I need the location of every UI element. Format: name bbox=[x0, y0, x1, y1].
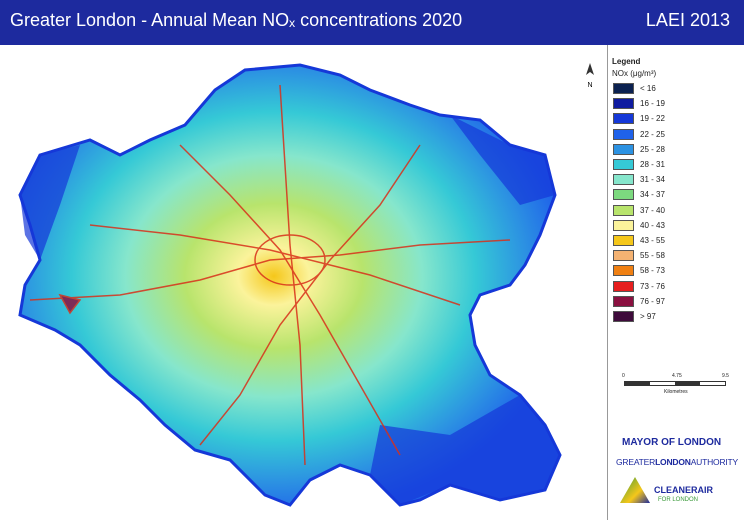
north-arrow: N bbox=[586, 63, 594, 89]
legend-label: 73 - 76 bbox=[640, 281, 665, 291]
north-label: N bbox=[587, 82, 592, 89]
legend-swatch bbox=[613, 295, 634, 307]
clean-air-icon bbox=[620, 477, 650, 503]
legend-label: 31 - 34 bbox=[640, 175, 665, 185]
legend-swatch bbox=[613, 219, 634, 231]
scale-tick: 4.75 bbox=[672, 373, 682, 379]
legend-label: > 97 bbox=[640, 312, 656, 321]
outer-zone bbox=[20, 115, 560, 505]
clean-air-logo: CLEANERAIR bbox=[654, 485, 714, 495]
legend-label: 40 - 43 bbox=[640, 220, 665, 230]
title: Greater London - Annual Mean NOₓ concent… bbox=[10, 10, 463, 30]
legend-swatch bbox=[613, 143, 634, 155]
legend-swatch bbox=[613, 250, 634, 262]
legend-label: 25 - 28 bbox=[640, 144, 665, 154]
roads bbox=[29, 84, 511, 466]
legend-label: 28 - 31 bbox=[640, 160, 665, 169]
gla-word: LONDON bbox=[655, 457, 691, 467]
header-right: LAEI 2013 bbox=[645, 10, 730, 30]
legend-label: 22 - 25 bbox=[640, 129, 665, 139]
legend-unit: NOx (μg/m³) bbox=[612, 69, 657, 78]
scale-bar bbox=[624, 381, 726, 386]
legend-label: 16 - 19 bbox=[640, 99, 665, 109]
gla-word: AUTHORITY bbox=[690, 457, 739, 467]
header: Greater London - Annual Mean NOₓ concent… bbox=[0, 0, 744, 45]
scale-tick: 9.5 bbox=[722, 373, 729, 379]
legend-swatch bbox=[613, 159, 634, 170]
clean-air-sub: FOR LONDON bbox=[658, 497, 699, 503]
legend-label: 58 - 73 bbox=[640, 266, 665, 276]
mayor-logo: MAYOR OF LONDON bbox=[622, 437, 722, 448]
legend-swatch bbox=[613, 280, 634, 292]
legend-label: 34 - 37 bbox=[640, 190, 665, 200]
legend-swatch bbox=[613, 311, 634, 322]
legend-swatch bbox=[613, 83, 634, 94]
legend-label: 37 - 40 bbox=[640, 205, 665, 215]
side-panel: Legend NOx (μg/m³) < 16 16 - 19 19 - 22 22 - … bbox=[607, 45, 744, 520]
legend-swatch bbox=[613, 113, 634, 125]
legend-swatch bbox=[613, 235, 634, 246]
scale-tick: 0 bbox=[622, 373, 625, 379]
legend-label: 76 - 97 bbox=[640, 296, 665, 306]
legend-swatch bbox=[613, 265, 634, 277]
legend-swatch bbox=[613, 204, 634, 216]
gla-word: GREATER bbox=[616, 457, 656, 467]
legend-swatch bbox=[613, 174, 634, 186]
legend-label: 43 - 55 bbox=[640, 236, 665, 245]
legend-title: Legend bbox=[612, 57, 641, 66]
gla-logo: GREATERLONDONAUTHORITY bbox=[616, 457, 738, 467]
legend-label: < 16 bbox=[640, 84, 656, 93]
legend-swatch bbox=[613, 189, 634, 201]
legend-swatch bbox=[613, 98, 634, 110]
map: N bbox=[18, 63, 594, 507]
scale-unit: Kilometres bbox=[664, 389, 688, 395]
legend-label: 55 - 58 bbox=[640, 251, 665, 261]
legend-swatch bbox=[613, 128, 634, 140]
legend-label: 19 - 22 bbox=[640, 114, 665, 124]
